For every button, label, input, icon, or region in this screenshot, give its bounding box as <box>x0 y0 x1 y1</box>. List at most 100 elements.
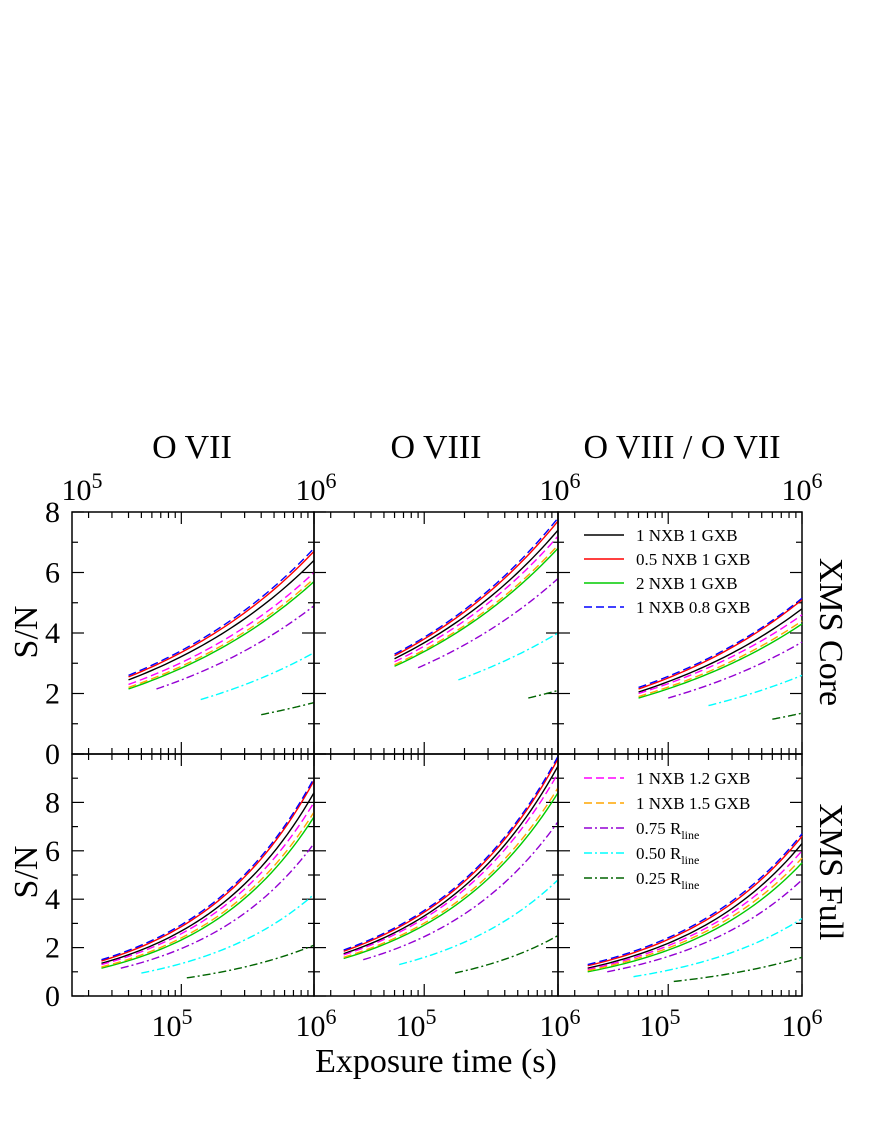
row-title-full: XMS Full <box>812 804 849 941</box>
series-line-s5 <box>394 535 559 663</box>
y-tick-label-core: 4 <box>45 617 60 650</box>
series-line-s9 <box>454 934 559 974</box>
bottom-tick-label: 106 <box>540 1004 581 1043</box>
panels <box>71 511 803 997</box>
series-line-s8 <box>399 879 559 966</box>
top-tick-label: 106 <box>782 468 823 507</box>
series-line-s4 <box>128 547 315 676</box>
y-tick-label-core: 8 <box>45 496 60 529</box>
series-line-s2 <box>638 599 803 690</box>
series-line-s2 <box>343 758 559 952</box>
legend-label: 0.5 NXB 1 GXB <box>636 550 750 569</box>
panel-core-ovii <box>71 511 315 755</box>
legend-label: 0.25 Rline <box>636 869 699 892</box>
legend-label: 0.75 Rline <box>636 819 699 842</box>
series-line-s8 <box>458 632 559 681</box>
series-line-s7 <box>156 605 315 690</box>
legend-entry-s3: 2 NXB 1 GXB <box>584 574 738 593</box>
series-line-s5 <box>638 614 803 695</box>
series-line-s4 <box>638 597 803 689</box>
series-line-s9 <box>673 956 803 983</box>
y-tick-label-full: 4 <box>45 883 60 916</box>
legend-entry-s4: 1 NXB 0.8 GXB <box>584 598 750 617</box>
series-line-s3 <box>587 862 803 973</box>
series-line-s7 <box>120 843 315 969</box>
row-title-core: XMS Core <box>812 558 849 706</box>
series-line-s1 <box>587 843 803 969</box>
series-line-s1 <box>394 529 559 660</box>
legend-entry-s5: 1 NXB 1.2 GXB <box>584 769 750 788</box>
series-line-s6 <box>394 544 559 666</box>
column-title-ratio: O VIII / O VII <box>583 429 780 466</box>
series-line-s2 <box>128 550 315 678</box>
y-tick-label-core: 2 <box>45 678 60 711</box>
legend-label: 1 NXB 0.8 GXB <box>636 598 750 617</box>
series-line-s6 <box>343 787 559 958</box>
legends: 1 NXB 1 GXB 0.5 NXB 1 GXB 2 NXB 1 GXB 1 NXB… <box>584 526 750 892</box>
y-tick-label-core: 6 <box>45 557 60 590</box>
legend-label: 1 NXB 1.2 GXB <box>636 769 750 788</box>
y-tick-label-full: 6 <box>45 835 60 868</box>
series-line-s1 <box>101 792 315 965</box>
bottom-tick-label: 106 <box>296 1004 337 1043</box>
series-line-s7 <box>363 821 559 961</box>
series-line-s1 <box>343 765 559 955</box>
legend-entry-s6: 1 NXB 1.5 GXB <box>584 794 750 813</box>
series-line-s9 <box>528 689 559 699</box>
series-line-s5 <box>128 571 315 686</box>
axis-tick-labels: 105 106 106 106 105 106 105 106 105 106 0 2 4 6 8 0 2 4 6 8 <box>45 468 823 1043</box>
series-line-s3 <box>638 623 803 699</box>
column-title-ovii: O VII <box>152 429 232 466</box>
series-line-s7 <box>668 641 803 699</box>
bottom-tick-label: 106 <box>782 1004 823 1043</box>
legend-label: 2 NXB 1 GXB <box>636 574 738 593</box>
series-line-s6 <box>101 811 315 968</box>
series-line-s9 <box>186 944 315 979</box>
series-line-s3 <box>394 547 559 667</box>
series-line-s5 <box>343 773 559 956</box>
panel-full-ratio <box>557 753 803 997</box>
series-line-s5 <box>587 850 803 971</box>
series-line-s2 <box>394 520 559 657</box>
y-axis-label-core: S/N <box>8 606 45 659</box>
y-tick-label-full: 0 <box>45 980 60 1013</box>
series-line-s6 <box>587 857 803 972</box>
bottom-tick-label: 105 <box>152 1004 193 1043</box>
series-line-s2 <box>587 835 803 967</box>
legend-entry-s9: 0.25 Rline <box>584 869 699 892</box>
series-line-s7 <box>607 879 803 973</box>
x-axis-label: Exposure time (s) <box>315 1043 557 1080</box>
y-axis-label-full: S/N <box>8 846 45 899</box>
bottom-tick-label: 105 <box>640 1004 681 1043</box>
series-line-s1 <box>128 559 315 681</box>
y-tick-label-full: 2 <box>45 932 60 965</box>
series-line-s4 <box>343 756 559 951</box>
series-line-s4 <box>101 777 315 961</box>
series-line-s8 <box>141 893 315 974</box>
series-line-s4 <box>587 833 803 966</box>
y-tick-label-core: 0 <box>45 738 60 771</box>
series-line-s8 <box>633 917 803 978</box>
series-line-s3 <box>128 581 315 690</box>
legend-entry-s7: 0.75 Rline <box>584 819 699 842</box>
series-line-s8 <box>200 652 315 701</box>
top-tick-label: 105 <box>62 468 103 507</box>
series-line-s4 <box>394 517 559 655</box>
series-line-s6 <box>128 578 315 689</box>
legend-entry-s2: 0.5 NXB 1 GXB <box>584 550 750 569</box>
legend-label: 1 NXB 1.5 GXB <box>636 794 750 813</box>
bottom-tick-label: 105 <box>396 1004 437 1043</box>
series-line-s9 <box>772 712 803 720</box>
series-line-s2 <box>101 780 315 962</box>
series-line-s5 <box>101 802 315 966</box>
top-tick-label: 106 <box>296 468 337 507</box>
y-tick-label-full: 8 <box>45 786 60 819</box>
legend-label: 0.50 Rline <box>636 844 699 867</box>
panel-full-ovii <box>71 753 315 997</box>
legend-label: 1 NXB 1 GXB <box>636 526 738 545</box>
series-line-s8 <box>708 674 803 707</box>
column-title-oviii: O VIII <box>391 429 482 466</box>
series-line-s1 <box>638 608 803 693</box>
series-line-s3 <box>343 792 559 960</box>
